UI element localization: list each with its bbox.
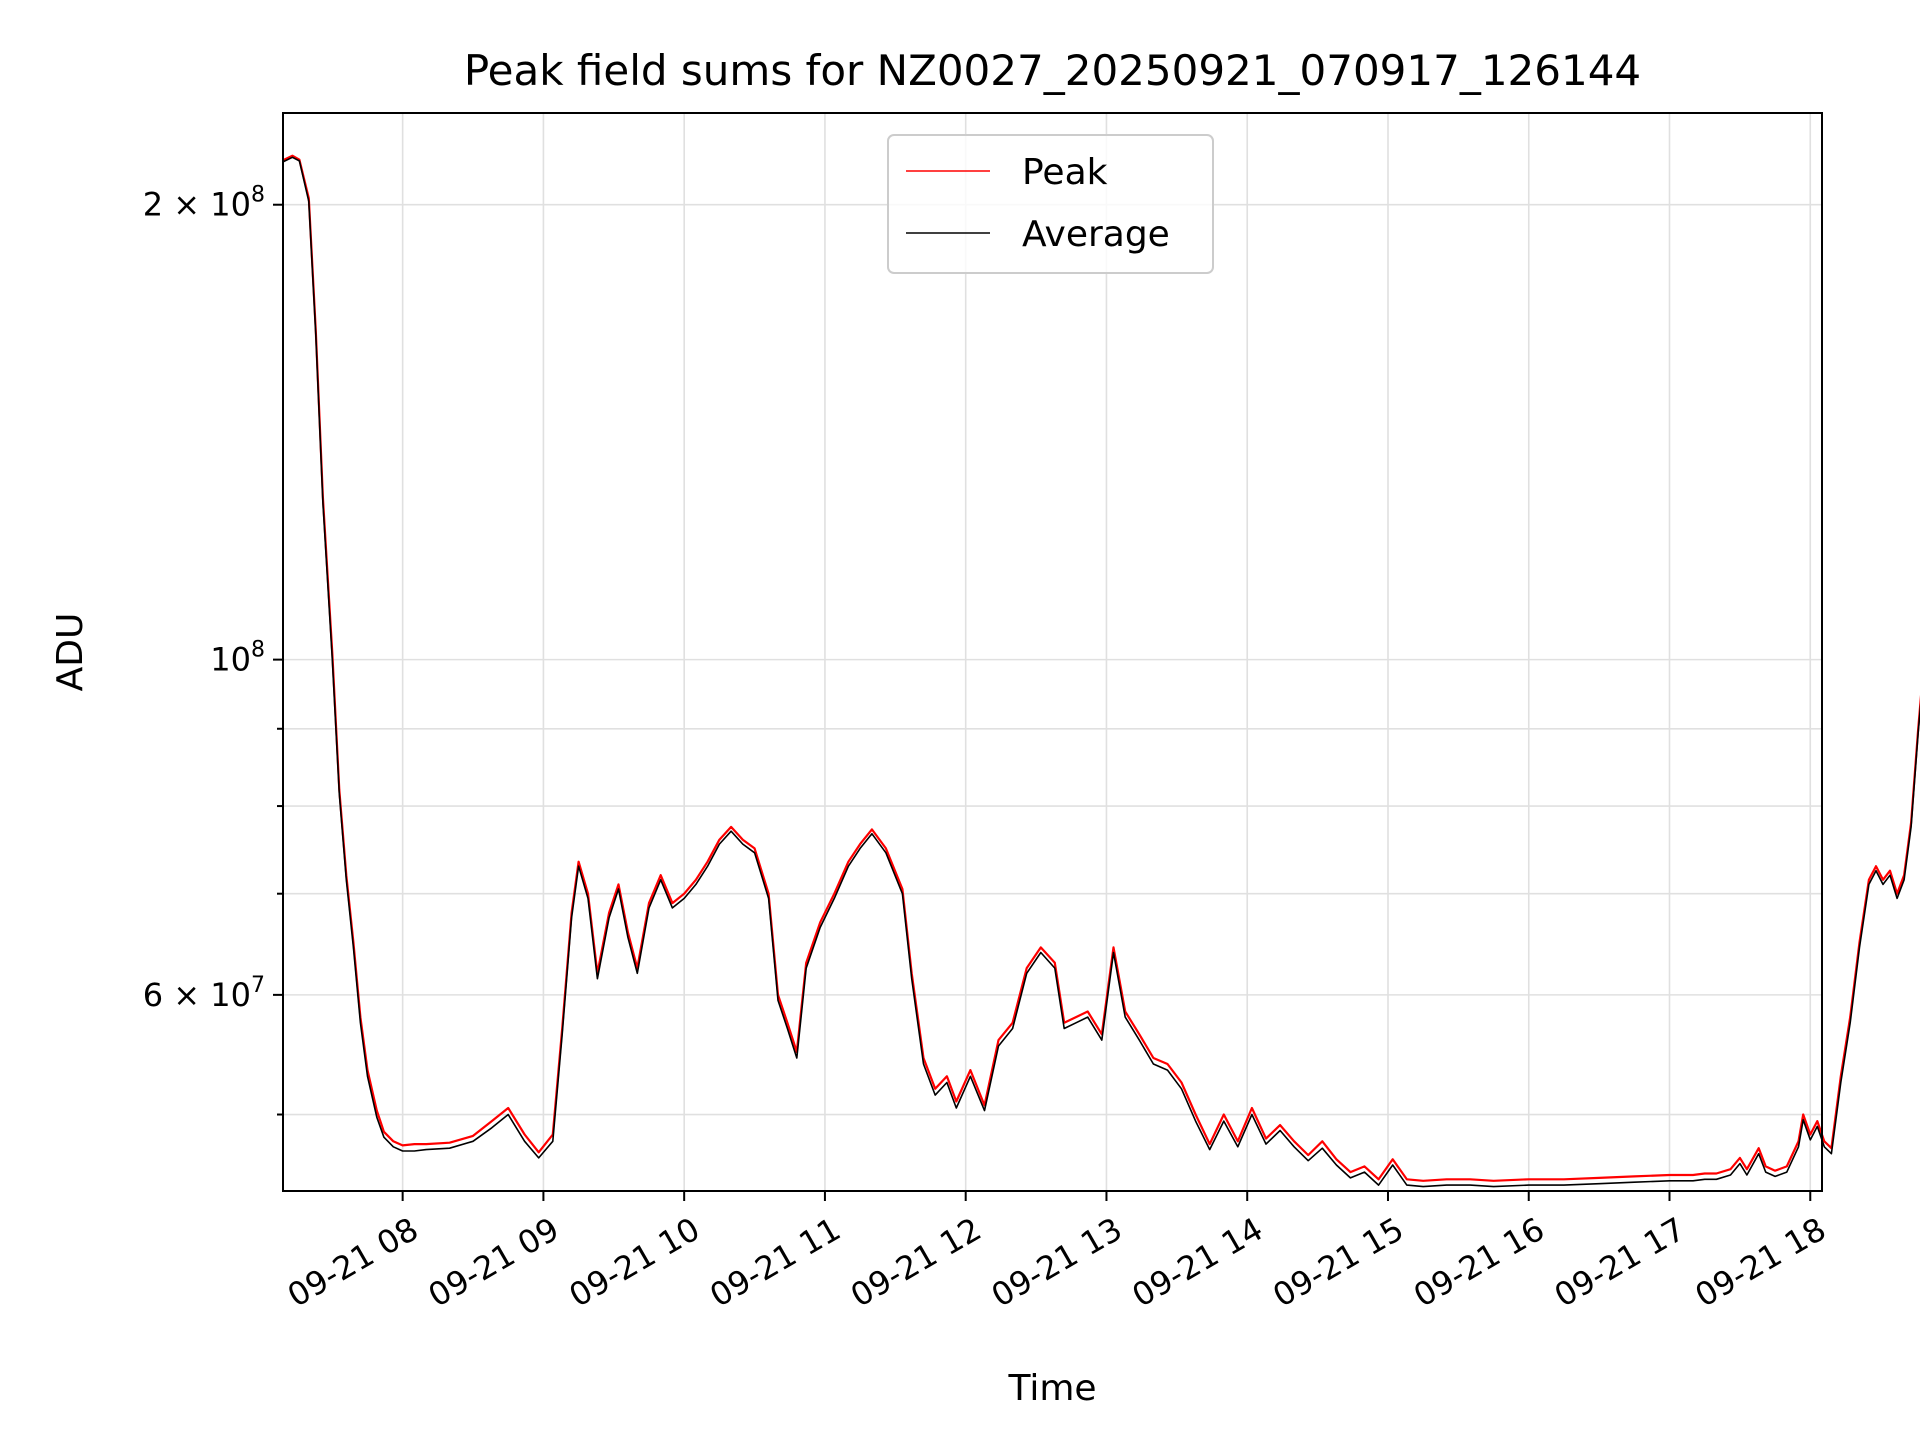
legend-label-peak: Peak <box>1022 152 1108 193</box>
plot-frame <box>282 112 1823 1192</box>
y-tick-label: 6 × 107 <box>143 973 265 1014</box>
chart-title: Peak field sums for NZ0027_20250921_0709… <box>464 46 1641 95</box>
grid-layer <box>283 113 1822 1191</box>
series-line-average <box>282 156 1920 1188</box>
legend: Peak Average <box>887 134 1214 274</box>
legend-label-average: Average <box>1022 214 1170 255</box>
y-axis-label: ADU <box>50 613 91 692</box>
series-layer <box>282 154 1920 1188</box>
series-line-peak <box>282 154 1920 1182</box>
x-axis-label: Time <box>1007 1368 1096 1409</box>
y-tick-label: 108 <box>210 638 265 679</box>
y-tick-label: 2 × 108 <box>143 183 265 224</box>
legend-box <box>887 134 1214 274</box>
